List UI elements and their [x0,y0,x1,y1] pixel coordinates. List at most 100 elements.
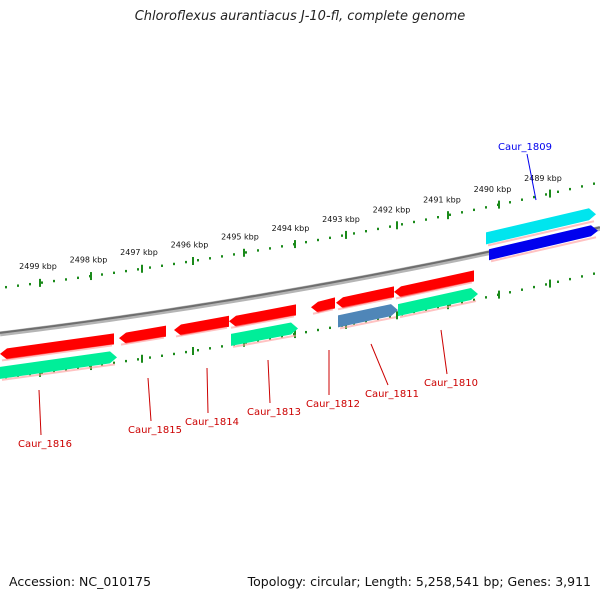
gene-steel-strip-shadow [339,316,397,330]
callout-line [267,359,271,404]
kbp-label: 2491 kbp [423,195,461,204]
gene-caur-1812 [311,297,335,313]
ruler-dot [461,211,463,214]
ruler-dot [245,251,247,254]
ruler-dot [329,326,331,330]
ruler-dot [329,236,331,240]
ruler-dot [185,260,187,264]
ruler-dot [413,220,415,224]
gene-caur-1810-shadow [395,281,473,300]
genome-summary: Topology: circular; Length: 5,258,541 bp… [247,574,591,589]
ruler-dot [365,229,367,233]
ruler-dot [161,264,163,267]
ruler-dot [557,280,559,284]
ruler-dot [209,257,211,260]
callout-line [206,367,209,414]
gene-label: Caur_1810 [424,378,478,389]
kbp-label: 2490 kbp [474,185,512,194]
gene-green-strip-1 [0,351,117,379]
ruler-dot [461,301,463,304]
gene-callouts: Caur_1809 Caur_1810 Caur_1811 Caur_1812 Caur… [18,142,552,450]
ruler-dot [569,187,571,191]
ruler-dot [221,255,223,258]
gene-label: Caur_1816 [18,439,72,450]
gene-label: Caur_1815 [128,425,182,436]
gene-caur-1810 [394,270,474,298]
ruler-dot [113,361,115,365]
ruler-dot [149,356,151,359]
gene-green-strip-1-shadow [1,363,116,381]
gene-caur-1809-shadow [490,236,597,263]
ruler-dot [197,259,199,262]
ruler-dot [41,281,43,284]
callout-line [526,153,537,201]
callout-line [147,377,152,422]
ruler-dot [281,245,283,248]
ruler-dot [113,271,115,275]
ruler-dot [65,278,67,281]
ruler-dot [473,298,475,302]
kbp-label: 2499 kbp [19,262,57,271]
gene-caur-1816-shadow [1,344,113,362]
ruler-dot [305,240,307,244]
ruler-dot [581,275,583,278]
gene-green-strip-3-shadow [399,300,477,319]
ruler-dot [341,234,343,237]
ruler-dot [281,335,283,338]
ruler-dot [473,208,475,212]
ruler-dot [185,350,187,354]
backbone-outer [0,225,600,337]
ruler-dot [17,284,19,287]
gene-caur-1813-shadow [230,315,295,329]
accession-text: Accession: NC_010175 [9,574,152,589]
gene-caur-1815 [119,325,166,344]
ruler-dot [449,213,451,216]
ruler-dot [137,268,139,271]
callout-line [370,343,389,386]
gene-cyan-track-shadow [487,220,595,247]
gene-green-strip-2-shadow [232,334,297,348]
ruler-dot [437,215,439,219]
ruler-dot [521,198,523,201]
gene-cyan-track [486,208,596,245]
ruler-dot [401,223,403,226]
ruler-dot [173,262,175,266]
gene-green-strip-2 [231,322,298,346]
ruler-dot [5,285,7,289]
ruler-dot [569,277,571,281]
ruler-dot [581,185,583,188]
map-title: Chloroflexus aurantiacus J-10-fl, comple… [134,9,466,24]
ruler-dot [269,247,271,250]
ruler-upper [5,182,595,289]
gene-caur-1812-shadow [312,308,334,315]
kbp-label: 2492 kbp [373,205,411,214]
kbp-label: 2496 kbp [171,241,209,250]
ruler-dot [317,238,319,242]
gene-label: Caur_1809 [498,142,552,153]
gene-label: Caur_1813 [247,407,301,418]
ruler-dot [257,249,259,252]
ruler-dot [533,195,535,199]
ruler-dot [233,253,235,256]
ruler-dot [389,225,391,228]
genome-backbone [0,225,600,337]
ruler-dot [209,347,211,350]
ruler-dot [161,354,163,357]
ruler-dot [53,279,55,283]
ruler-dot [221,345,223,348]
ruler-dot [545,283,547,286]
ruler-dot [173,352,175,356]
ruler-dot [509,201,511,204]
ruler-dot [125,269,127,273]
ruler-dot [533,285,535,289]
ruler-dot [125,359,127,363]
ruler-dot [137,358,139,361]
ruler-dot [485,296,487,299]
ruler-dot [29,282,31,286]
ruler-dot [449,303,451,306]
ruler-dot [485,206,487,209]
gene-caur-1814 [174,315,229,336]
kbp-label: 2493 kbp [322,215,360,224]
ruler-dot [101,273,103,276]
